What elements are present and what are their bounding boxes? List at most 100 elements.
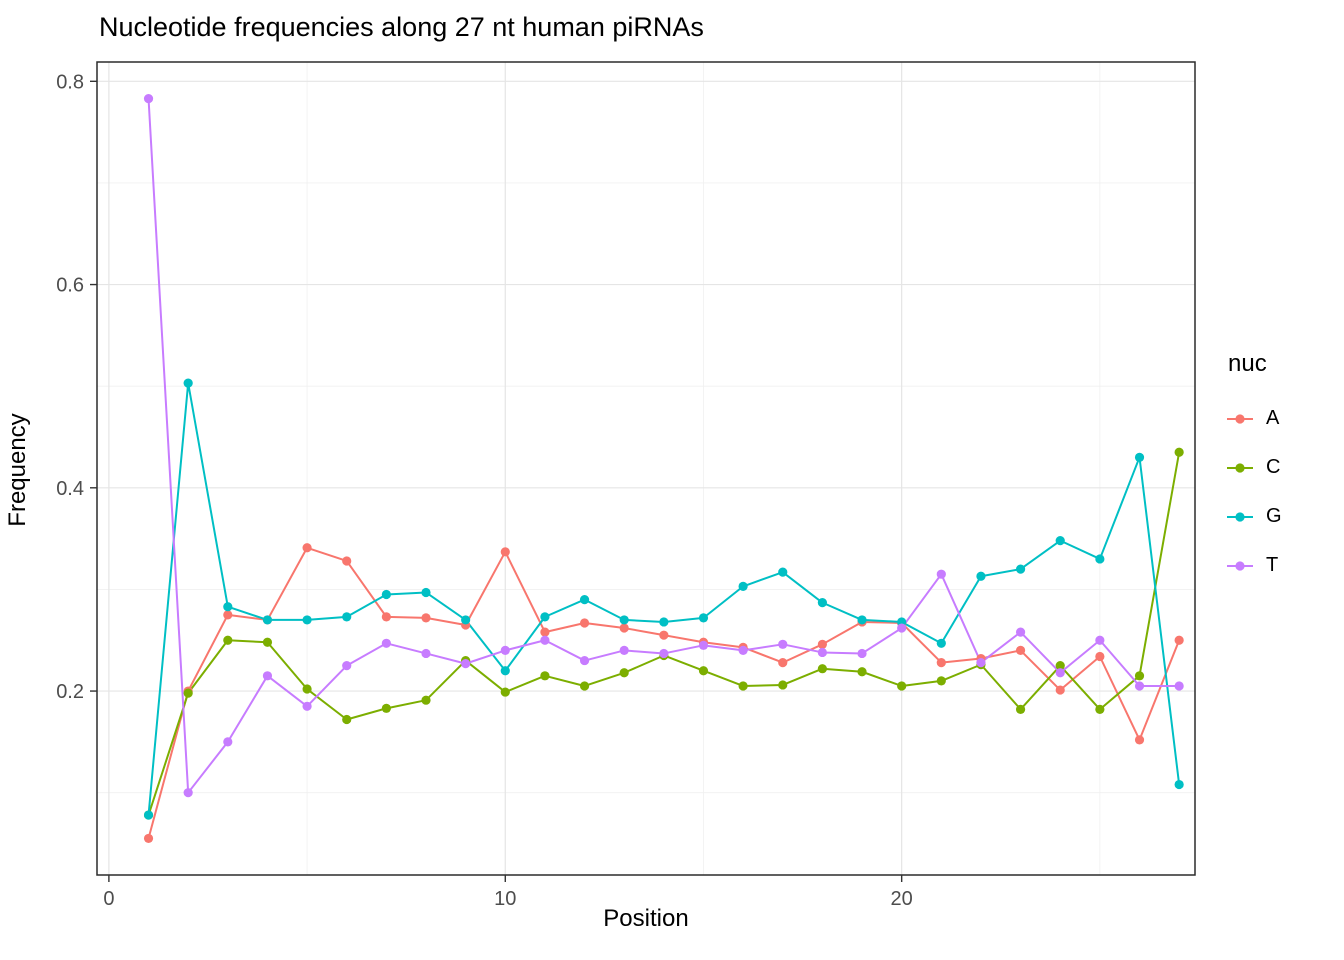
series-point-G (817, 598, 827, 608)
series-point-C (698, 666, 709, 676)
series-point-T (1055, 668, 1065, 678)
series-point-T (897, 623, 907, 633)
y-tick-label: 0.8 (56, 71, 84, 93)
legend-item-G: G (1224, 492, 1282, 541)
series-point-A (936, 658, 946, 668)
series-point-T (738, 645, 748, 656)
series-point-C (817, 664, 827, 674)
series-point-T (461, 659, 471, 669)
legend-title: nuc (1228, 350, 1267, 377)
series-point-C (857, 667, 867, 677)
x-tick-label: 10 (494, 888, 516, 910)
series-point-G (183, 378, 193, 388)
legend-item-label: C (1266, 456, 1281, 478)
series-point-C (738, 681, 748, 691)
legend-key-point (1235, 560, 1245, 571)
series-point-C (540, 671, 550, 681)
series-point-G (738, 581, 748, 591)
series-point-G (1055, 536, 1065, 546)
series-point-C (381, 703, 391, 713)
series-point-A (817, 639, 827, 649)
series-point-A (500, 547, 510, 557)
series-point-T (1015, 627, 1026, 637)
series-point-G (461, 615, 471, 625)
series-point-T (579, 655, 590, 666)
series-point-C (1095, 704, 1105, 714)
legend-item-label: T (1266, 554, 1279, 576)
series-point-T (302, 701, 312, 711)
legend-item-C: C (1224, 443, 1282, 492)
series-point-T (1174, 681, 1184, 691)
series-point-C (1134, 671, 1145, 681)
series-point-C (1174, 447, 1184, 457)
y-tick-label: 0.4 (56, 478, 84, 500)
series-point-C (1015, 704, 1026, 714)
series-point-C (223, 635, 233, 645)
series-point-G (857, 615, 867, 625)
legend-key-T (1227, 560, 1253, 571)
series-point-T (1095, 635, 1105, 645)
series-point-C (778, 680, 788, 690)
series-point-A (1134, 735, 1145, 745)
series-point-G (579, 594, 590, 605)
series-point-T (817, 647, 827, 658)
x-tick-label: 20 (891, 888, 913, 910)
series-point-T (936, 569, 946, 579)
legend-item-T: T (1224, 541, 1282, 590)
series-point-G (421, 587, 431, 598)
series-point-T (143, 93, 154, 104)
series-point-T (1134, 681, 1145, 691)
legend-item-label: A (1266, 407, 1280, 429)
series-point-A (659, 630, 669, 640)
legend-key-G (1227, 511, 1253, 522)
series-point-A (1174, 635, 1184, 645)
series-point-T (421, 648, 431, 659)
chart-title: Nucleotide frequencies along 27 nt human… (99, 12, 704, 42)
series-point-C (302, 684, 312, 694)
series-point-T (698, 640, 709, 650)
series-point-C (342, 714, 352, 725)
legend: nuc A C G T (1224, 350, 1282, 590)
series-point-T (619, 645, 629, 656)
series-point-G (936, 638, 946, 648)
series-point-G (143, 810, 154, 820)
series-point-G (540, 612, 550, 622)
series-point-G (619, 615, 629, 625)
series-point-C (262, 637, 273, 647)
series-point-G (1174, 779, 1184, 790)
panel-border (96, 61, 1196, 876)
series-point-G (262, 615, 273, 625)
series-point-C (619, 668, 629, 678)
series-point-A (540, 627, 550, 637)
series-point-G (778, 567, 788, 577)
legend-key-point (1235, 413, 1245, 424)
series-point-G (698, 613, 709, 623)
series-point-A (619, 623, 629, 633)
series-point-C (897, 681, 907, 691)
series-point-A (342, 556, 352, 566)
series-point-G (1015, 564, 1026, 574)
series-point-A (381, 612, 391, 622)
series-point-T (381, 638, 391, 648)
series-point-A (421, 613, 431, 623)
series-point-G (976, 571, 986, 581)
series-point-G (302, 615, 312, 625)
series-point-T (342, 661, 352, 671)
series-point-T (500, 645, 510, 656)
series-point-A (143, 833, 154, 844)
series-point-T (857, 648, 867, 659)
x-tick-label: 0 (103, 888, 114, 910)
y-tick-label: 0.2 (56, 681, 84, 703)
series-point-A (579, 618, 590, 628)
series-point-T (262, 671, 273, 681)
y-tick-label: 0.6 (56, 275, 84, 297)
y-axis-title: Frequency (4, 413, 31, 527)
legend-item-A: A (1224, 394, 1282, 443)
series-point-A (1095, 651, 1105, 662)
series-point-A (1055, 685, 1065, 695)
legend-key-C (1227, 462, 1253, 473)
series-point-G (342, 612, 352, 622)
series-point-G (1134, 452, 1145, 462)
series-point-A (302, 543, 312, 553)
